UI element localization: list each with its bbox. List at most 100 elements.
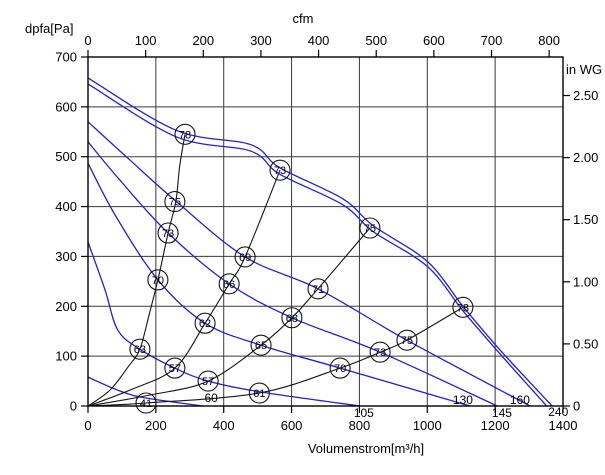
x-top-tick-label: 100 (135, 33, 157, 48)
sound-label-value: 75 (364, 223, 376, 235)
sound-label-value: 65 (255, 340, 267, 352)
x-bottom-tick-label: 1000 (413, 418, 442, 433)
sound-label-value: 69 (239, 252, 251, 264)
sound-label-circle (359, 217, 381, 239)
x-top-tick-label: 300 (250, 33, 272, 48)
x-bottom-tick-label: 1400 (549, 418, 578, 433)
sound-label-circle (281, 307, 303, 329)
fan-curve-160 (87, 121, 531, 407)
sound-label-circle (197, 370, 219, 392)
sound-label-value: 73 (274, 165, 286, 177)
sound-label-value: 73 (374, 347, 386, 359)
sound-label-circle (250, 334, 272, 356)
system-curve-3 (87, 227, 371, 407)
x-top-tick-label: 0 (84, 33, 91, 48)
sound-label-circle (164, 191, 186, 213)
sound-label-value: 78 (179, 129, 191, 141)
sound-label-circle (234, 246, 256, 268)
y-right-tick-label: 2.00 (573, 150, 598, 165)
sound-label-circle (307, 278, 329, 300)
x-top-tick-label: 400 (308, 33, 330, 48)
sound-power-labels (129, 123, 474, 414)
sound-label-circle (269, 159, 291, 181)
fan-curve-end-label: 160 (510, 393, 530, 407)
y-left-tick-label: 300 (55, 249, 77, 264)
fan-curve-105 (87, 241, 361, 407)
sound-label-circle (194, 312, 216, 334)
sound-label-value: 41 (140, 398, 152, 410)
grid (88, 57, 563, 406)
system-curves (87, 134, 464, 407)
sound-label-value: 78 (457, 302, 469, 314)
sound-label-circle (157, 222, 179, 244)
x-top-tick-label: 500 (365, 33, 387, 48)
y-right-tick-label: 1.00 (573, 274, 598, 289)
sound-label-value: 66 (223, 279, 235, 291)
x-axis-top-title: cfm (292, 11, 314, 26)
fan-curve-end-label: 105 (354, 406, 374, 420)
x-bottom-tick-label: 800 (349, 418, 371, 433)
fan-curve-60 (87, 376, 204, 407)
sound-label-circle (396, 329, 418, 351)
sound-label-circle (369, 341, 391, 363)
x-bottom-tick-label: 400 (213, 418, 235, 433)
fan-curve-240-b (87, 83, 548, 407)
y-left-tick-label: 200 (55, 299, 77, 314)
x-top-tick-label: 200 (192, 33, 214, 48)
y-left-tick-label: 100 (55, 349, 77, 364)
y-right-tick-label: 0.50 (573, 336, 598, 351)
fan-curve-240 (87, 77, 553, 407)
x-bottom-tick-label: 200 (145, 418, 167, 433)
sound-label-value: 57 (169, 363, 181, 375)
fan-curve-end-label: 60 (204, 391, 218, 405)
sound-label-circle (248, 382, 270, 404)
sound-label-circle (218, 273, 240, 295)
sound-label-circle (129, 338, 151, 360)
fan-curve-130 (87, 162, 471, 407)
axis-ticks (81, 50, 570, 413)
sound-label-value: 57 (202, 376, 214, 388)
fan-curve-end-label: 145 (492, 406, 512, 420)
sound-label-circle (147, 269, 169, 291)
system-curve-1 (87, 134, 186, 407)
sound-label-value: 63 (134, 344, 146, 356)
y-right-tick-label: 1.50 (573, 212, 598, 227)
y-axis-left-title: dpfa[Pa] (25, 21, 74, 36)
sound-label-value: 73 (162, 228, 174, 240)
fan-curve-end-label: 240 (548, 405, 568, 419)
sound-label-value: 70 (334, 363, 346, 375)
sound-label-circle (164, 357, 186, 379)
sound-label-circle (135, 392, 157, 414)
x-axis-bottom-title: Volumenstrom[m³/h] (307, 441, 425, 456)
y-left-tick-label: 400 (55, 199, 77, 214)
y-left-tick-label: 500 (55, 149, 77, 164)
sound-label-value: 61 (253, 388, 265, 400)
x-top-tick-label: 600 (423, 33, 445, 48)
y-axis-right-title: in WG (566, 62, 603, 77)
y-right-tick-label: 2.50 (573, 88, 598, 103)
fan-curve-end-label: 130 (453, 393, 473, 407)
sound-label-value: 75 (169, 197, 181, 209)
sound-label-circle (329, 357, 351, 379)
y-left-tick-label: 0 (70, 399, 77, 414)
plot-border (87, 56, 564, 407)
system-curve-4 (87, 306, 464, 407)
x-bottom-tick-label: 0 (84, 418, 91, 433)
sound-label-value: 68 (286, 313, 298, 325)
x-bottom-tick-label: 1200 (481, 418, 510, 433)
sound-label-circle (452, 296, 474, 318)
sound-label-value: 71 (312, 284, 324, 296)
sound-label-value: 62 (199, 318, 211, 330)
sound-label-value: 70 (152, 275, 164, 287)
fan-curves (87, 77, 553, 407)
fan-curve-145 (87, 141, 498, 407)
y-left-tick-label: 700 (55, 50, 77, 65)
system-curve-2 (87, 169, 281, 407)
x-top-tick-label: 700 (481, 33, 503, 48)
x-bottom-tick-label: 600 (281, 418, 303, 433)
sound-label-value: 75 (401, 335, 413, 347)
sound-label-circle (174, 123, 196, 145)
y-right-tick-label: 0 (573, 399, 580, 414)
